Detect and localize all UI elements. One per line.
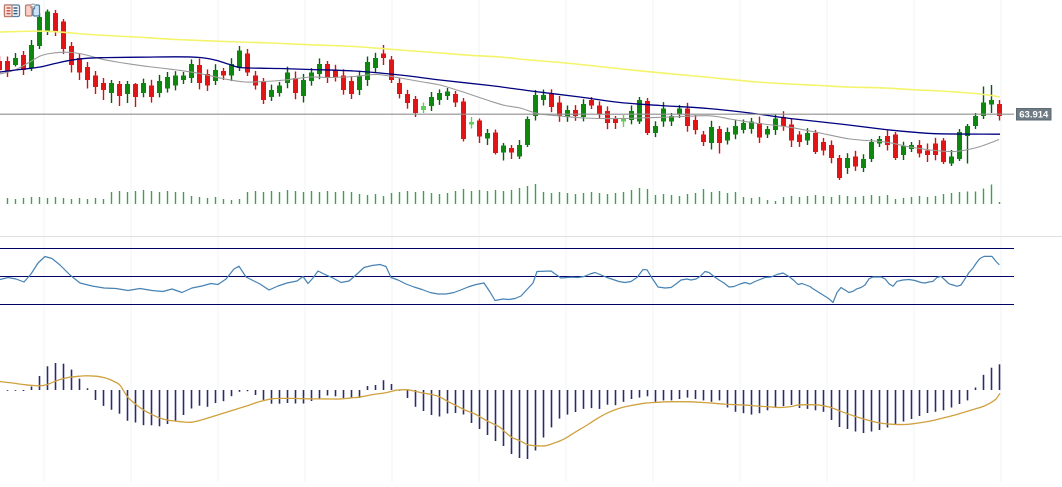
svg-text:63.914: 63.914: [1019, 110, 1049, 121]
